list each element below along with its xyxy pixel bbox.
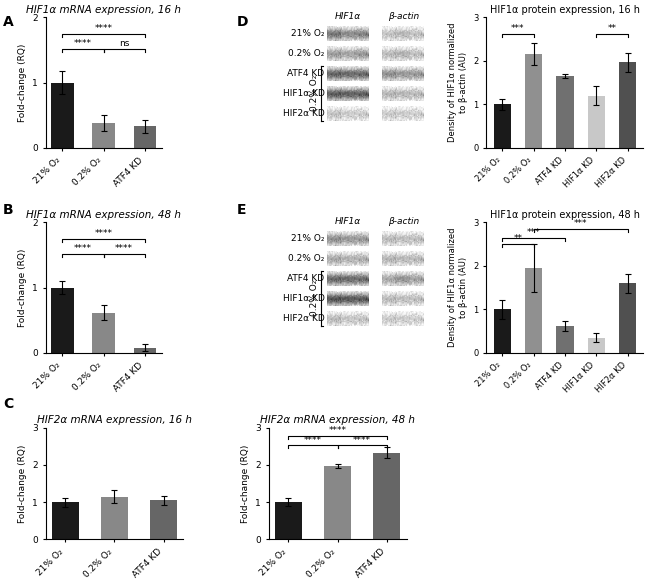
Text: HIF2α KD: HIF2α KD xyxy=(283,108,324,118)
Text: **: ** xyxy=(514,234,523,243)
Bar xyxy=(373,453,400,539)
Title: HIF2α mRNA expression, 16 h: HIF2α mRNA expression, 16 h xyxy=(37,415,192,425)
Bar xyxy=(92,313,115,353)
Text: β-actin: β-actin xyxy=(388,217,419,226)
Text: ATF4 KD: ATF4 KD xyxy=(287,274,324,283)
Text: ***: *** xyxy=(511,24,525,33)
Text: 0.2% O₂: 0.2% O₂ xyxy=(310,280,319,317)
Text: HIF1α KD: HIF1α KD xyxy=(283,294,324,303)
Bar xyxy=(133,348,156,353)
Text: B: B xyxy=(3,203,14,217)
Bar xyxy=(525,268,542,353)
Text: ****: **** xyxy=(74,244,92,253)
Text: E: E xyxy=(237,203,247,217)
Title: HIF1α mRNA expression, 48 h: HIF1α mRNA expression, 48 h xyxy=(26,211,181,220)
Bar xyxy=(619,62,636,148)
Text: ***: *** xyxy=(527,228,540,237)
Bar xyxy=(493,104,511,148)
Text: ATF4 KD: ATF4 KD xyxy=(287,69,324,78)
Title: HIF1α protein expression, 48 h: HIF1α protein expression, 48 h xyxy=(490,211,640,220)
Bar xyxy=(556,76,573,148)
Text: ****: **** xyxy=(353,436,371,445)
Y-axis label: Fold-change (RQ): Fold-change (RQ) xyxy=(240,444,250,523)
Text: β-actin: β-actin xyxy=(388,12,419,21)
Text: HIF1α KD: HIF1α KD xyxy=(283,89,324,97)
Bar xyxy=(588,338,605,353)
Bar xyxy=(51,288,73,353)
Title: HIF2α mRNA expression, 48 h: HIF2α mRNA expression, 48 h xyxy=(260,415,415,425)
Bar xyxy=(275,502,302,539)
Text: ****: **** xyxy=(304,436,322,445)
Bar xyxy=(51,82,73,148)
Bar xyxy=(324,466,351,539)
Y-axis label: Fold-change (RQ): Fold-change (RQ) xyxy=(18,44,27,122)
Text: A: A xyxy=(3,14,14,28)
Bar xyxy=(101,496,128,539)
Title: HIF1α protein expression, 16 h: HIF1α protein expression, 16 h xyxy=(490,5,640,15)
Bar xyxy=(619,284,636,353)
Text: C: C xyxy=(3,397,14,411)
Bar xyxy=(556,326,573,353)
Text: HIF2α KD: HIF2α KD xyxy=(283,314,324,322)
Text: 0.2% O₂: 0.2% O₂ xyxy=(288,49,324,58)
Text: 0.2% O₂: 0.2% O₂ xyxy=(288,254,324,263)
Bar xyxy=(588,96,605,148)
Bar xyxy=(52,502,79,539)
Bar xyxy=(150,500,177,539)
Bar xyxy=(133,126,156,148)
Bar xyxy=(92,123,115,148)
Bar xyxy=(525,55,542,148)
Text: 0.2% O₂: 0.2% O₂ xyxy=(310,75,319,111)
Y-axis label: Fold-change (RQ): Fold-change (RQ) xyxy=(18,444,27,523)
Title: HIF1α mRNA expression, 16 h: HIF1α mRNA expression, 16 h xyxy=(26,5,181,15)
Text: HIF1α: HIF1α xyxy=(335,12,361,21)
Y-axis label: Density of HIF1α normalized
to β-actin (AU): Density of HIF1α normalized to β-actin (… xyxy=(448,23,468,143)
Text: ****: **** xyxy=(94,229,112,238)
Text: HIF1α: HIF1α xyxy=(335,217,361,226)
Y-axis label: Density of HIF1α normalized
to β-actin (AU): Density of HIF1α normalized to β-actin (… xyxy=(448,228,468,347)
Text: ***: *** xyxy=(574,219,588,228)
Text: ****: **** xyxy=(74,39,92,48)
Text: ****: **** xyxy=(115,244,133,253)
Text: ****: **** xyxy=(329,426,346,435)
Bar xyxy=(493,310,511,353)
Text: 21% O₂: 21% O₂ xyxy=(291,29,324,38)
Text: ns: ns xyxy=(119,39,129,48)
Text: ****: **** xyxy=(94,24,112,32)
Text: **: ** xyxy=(608,24,617,33)
Text: 21% O₂: 21% O₂ xyxy=(291,234,324,243)
Y-axis label: Fold-change (RQ): Fold-change (RQ) xyxy=(18,249,27,327)
Text: D: D xyxy=(237,14,249,28)
